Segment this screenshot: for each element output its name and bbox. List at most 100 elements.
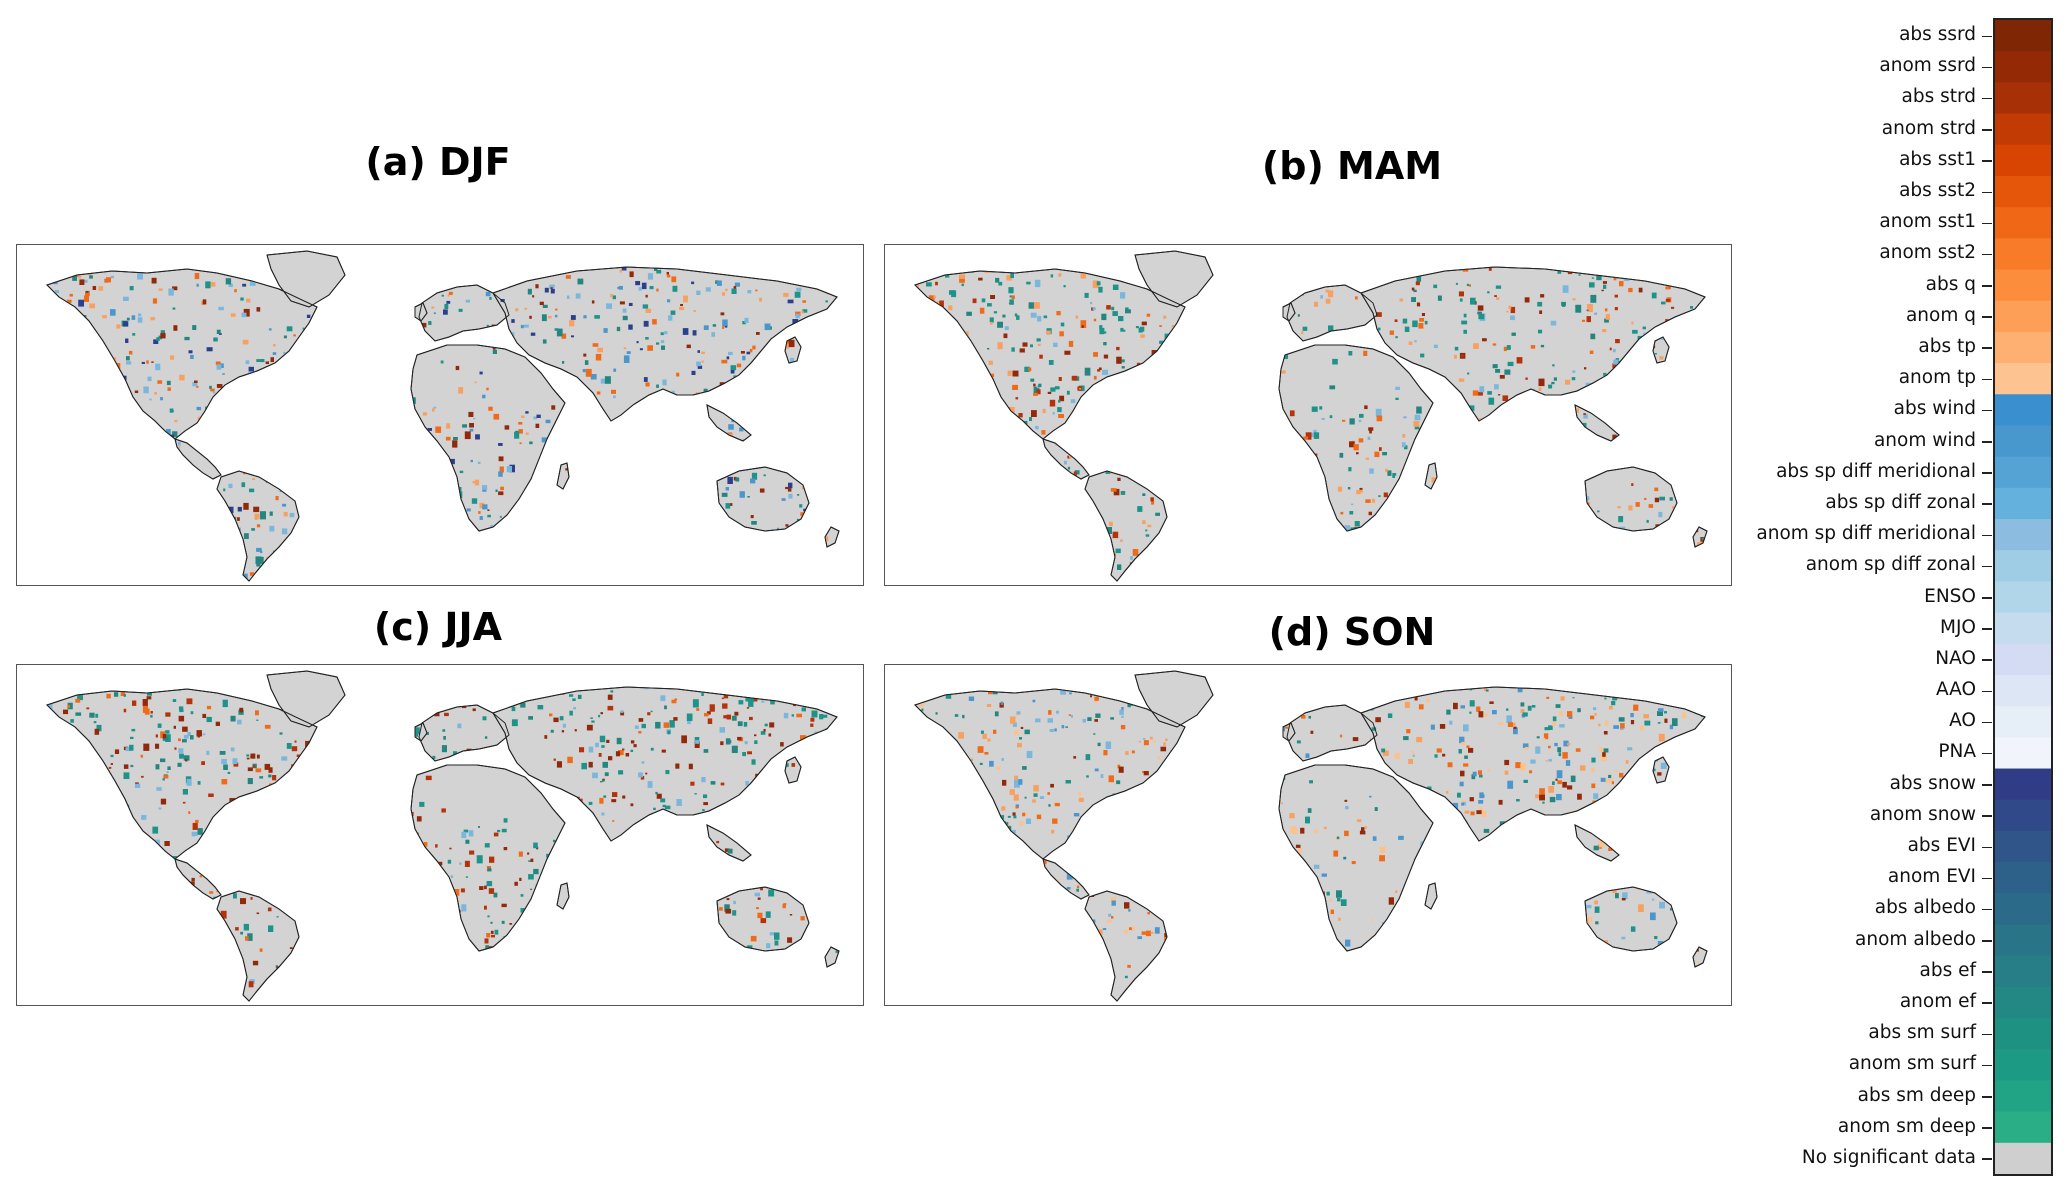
significant-pixel (1327, 290, 1334, 298)
significant-pixel (29, 886, 35, 892)
significant-pixel (1074, 556, 1079, 560)
significant-pixel (290, 903, 296, 911)
world-map-son (914, 670, 1708, 1002)
significant-pixel (596, 391, 601, 395)
significant-pixel (663, 722, 669, 728)
significant-pixel (348, 373, 354, 378)
significant-pixel (827, 269, 831, 274)
significant-pixel (1013, 259, 1017, 264)
significant-pixel (672, 470, 677, 474)
significant-pixel (164, 972, 168, 975)
significant-pixel (725, 487, 729, 491)
significant-pixel (1216, 516, 1220, 520)
significant-pixel (1041, 978, 1047, 985)
significant-pixel (105, 888, 108, 891)
significant-pixel (167, 766, 171, 770)
significant-pixel (1662, 845, 1667, 849)
significant-pixel (518, 429, 523, 434)
significant-pixel (31, 501, 34, 503)
significant-pixel (691, 370, 696, 375)
significant-pixel (911, 293, 914, 295)
significant-pixel (1412, 918, 1417, 925)
significant-pixel (1084, 841, 1087, 843)
significant-pixel (938, 264, 944, 271)
significant-pixel (1404, 445, 1408, 450)
significant-pixel (1687, 559, 1692, 566)
significant-pixel (500, 565, 504, 570)
significant-pixel (1387, 470, 1392, 476)
significant-pixel (968, 696, 975, 701)
significant-pixel (413, 983, 419, 988)
significant-pixel (726, 356, 730, 360)
significant-pixel (1099, 327, 1105, 335)
significant-pixel (1058, 488, 1063, 492)
significant-pixel (500, 578, 504, 581)
significant-pixel (150, 317, 155, 321)
significant-pixel (311, 434, 317, 438)
significant-pixel (1099, 839, 1105, 846)
significant-pixel (1004, 251, 1009, 256)
significant-pixel (1526, 546, 1531, 550)
significant-pixel (659, 836, 663, 840)
significant-pixel (652, 319, 657, 325)
significant-pixel (1470, 492, 1475, 495)
significant-pixel (359, 295, 363, 299)
significant-pixel (456, 253, 459, 256)
significant-pixel (302, 546, 308, 553)
significant-pixel (567, 678, 570, 682)
significant-pixel (55, 881, 59, 885)
significant-pixel (905, 438, 909, 442)
significant-pixel (451, 579, 457, 581)
significant-pixel (1663, 529, 1666, 531)
significant-pixel (745, 781, 749, 786)
significant-pixel (1568, 396, 1573, 403)
significant-pixel (307, 818, 313, 822)
significant-pixel (751, 521, 757, 525)
significant-pixel (611, 972, 617, 979)
significant-pixel (498, 456, 504, 462)
significant-pixel (1246, 252, 1249, 255)
significant-pixel (982, 370, 986, 373)
significant-pixel (1097, 530, 1101, 533)
significant-pixel (103, 539, 109, 545)
significant-pixel (623, 947, 629, 953)
significant-pixel (680, 304, 683, 307)
significant-pixel (185, 759, 188, 762)
significant-pixel (1172, 406, 1177, 410)
significant-pixel (633, 744, 637, 748)
significant-pixel (1043, 523, 1048, 527)
significant-pixel (323, 734, 329, 740)
significant-pixel (330, 366, 335, 371)
significant-pixel (612, 295, 616, 300)
significant-pixel (1552, 552, 1557, 559)
significant-pixel (686, 953, 689, 956)
significant-pixel (364, 682, 368, 686)
significant-pixel (577, 278, 584, 285)
significant-pixel (258, 994, 263, 998)
significant-pixel (1607, 820, 1612, 825)
significant-pixel (850, 1000, 853, 1002)
significant-pixel (62, 746, 67, 752)
significant-pixel (355, 348, 359, 353)
significant-pixel (1066, 390, 1070, 395)
significant-pixel (385, 346, 392, 354)
significant-pixel (400, 762, 406, 767)
significant-pixel (20, 829, 25, 834)
coastline-madagascar (556, 882, 570, 910)
significant-pixel (645, 337, 649, 340)
significant-pixel (1288, 896, 1294, 903)
significant-pixel (580, 557, 583, 559)
significant-pixel (1600, 753, 1607, 762)
significant-pixel (661, 345, 665, 350)
significant-pixel (343, 811, 348, 816)
significant-pixel (405, 247, 409, 250)
significant-pixel (1177, 566, 1182, 573)
significant-pixel (750, 935, 757, 942)
significant-pixel (1154, 481, 1161, 485)
significant-pixel (549, 678, 552, 682)
significant-pixel (621, 257, 625, 261)
significant-pixel (1466, 283, 1469, 286)
significant-pixel (383, 930, 388, 934)
significant-pixel (781, 798, 785, 803)
significant-pixel (596, 859, 599, 862)
